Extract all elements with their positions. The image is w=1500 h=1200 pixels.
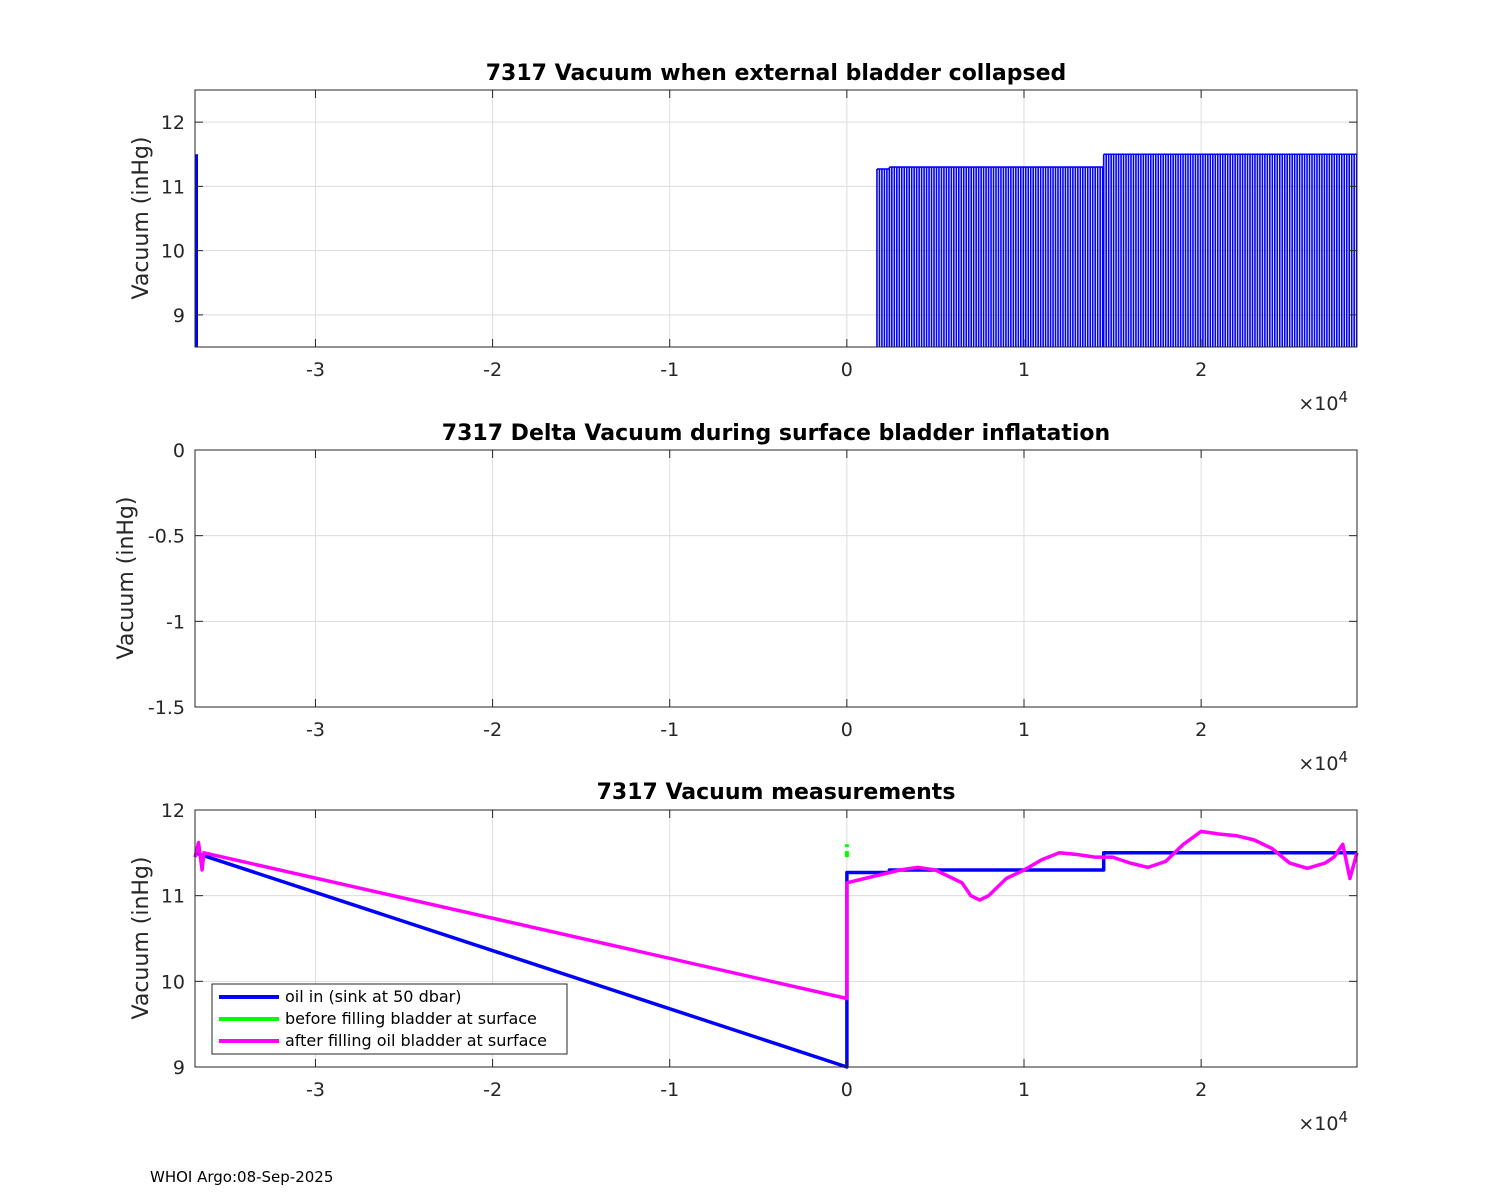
y-tick-label: 11 xyxy=(161,176,185,198)
legend: oil in (sink at 50 dbar) before filling … xyxy=(211,983,568,1055)
legend-label-before-filling: before filling bladder at surface xyxy=(285,1009,537,1028)
y-tick-label: 0 xyxy=(173,440,185,462)
x-tick-label: 1 xyxy=(1018,719,1030,741)
x-tick-label: -3 xyxy=(306,1079,325,1101)
x-exponent-label: ×104 xyxy=(1298,1108,1348,1135)
axes-frame xyxy=(194,809,1358,1068)
x-exponent-label: ×104 xyxy=(1298,388,1348,415)
y-tick-label: -0.5 xyxy=(148,526,185,548)
delta-vacuum-panel: -3 -2 -1 0 1 2 -1.5 -1 -0.5 0 7317 Delta Vacuum d… xyxy=(114,421,1358,775)
y-axis-label: Vacuum (inHg) xyxy=(129,137,154,300)
x-tick-label: 0 xyxy=(841,719,853,741)
x-tick-label: 0 xyxy=(841,1079,853,1101)
x-tick-label: -1 xyxy=(660,719,679,741)
x-tick-label: 2 xyxy=(1195,359,1207,381)
x-tick-label: -2 xyxy=(483,719,502,741)
x-exponent-label: ×104 xyxy=(1298,748,1348,775)
x-tick-label: -3 xyxy=(306,359,325,381)
x-tick-label: -2 xyxy=(483,359,502,381)
y-tick-label: 11 xyxy=(161,886,185,908)
y-tick-label: 10 xyxy=(161,241,185,263)
y-tick-label: 9 xyxy=(173,1057,185,1079)
y-tick-label: 10 xyxy=(161,971,185,993)
y-tick-label: 12 xyxy=(161,112,185,134)
x-tick-label: -1 xyxy=(660,359,679,381)
x-tick-label: -1 xyxy=(660,1079,679,1101)
x-tick-label: 0 xyxy=(841,359,853,381)
x-tick-label: 1 xyxy=(1018,359,1030,381)
chart-title: 7317 Vacuum measurements xyxy=(597,780,956,805)
y-axis-label: Vacuum (inHg) xyxy=(114,497,139,660)
y-tick-label: -1.5 xyxy=(148,697,185,719)
chart-title: 7317 Delta Vacuum during surface bladder… xyxy=(442,421,1110,446)
axes-frame xyxy=(194,449,1358,708)
series-line-after-filling xyxy=(193,829,1359,1001)
legend-label-oil-in: oil in (sink at 50 dbar) xyxy=(285,987,462,1006)
x-tick-label: -2 xyxy=(483,1079,502,1101)
y-tick-label: -1 xyxy=(166,611,185,633)
x-tick-label: 2 xyxy=(1195,1079,1207,1101)
x-tick-label: 1 xyxy=(1018,1079,1030,1101)
y-tick-label: 9 xyxy=(173,305,185,327)
chart-title: 7317 Vacuum when external bladder collap… xyxy=(486,61,1067,86)
y-axis-label: Vacuum (inHg) xyxy=(129,857,154,1020)
legend-label-after-filling: after filling oil bladder at surface xyxy=(285,1031,547,1050)
y-tick-label: 12 xyxy=(161,800,185,822)
axes-frame xyxy=(194,89,1358,348)
x-tick-label: 2 xyxy=(1195,719,1207,741)
x-tick-label: -3 xyxy=(306,719,325,741)
footer-credit: WHOI Argo:08-Sep-2025 xyxy=(150,1168,333,1186)
